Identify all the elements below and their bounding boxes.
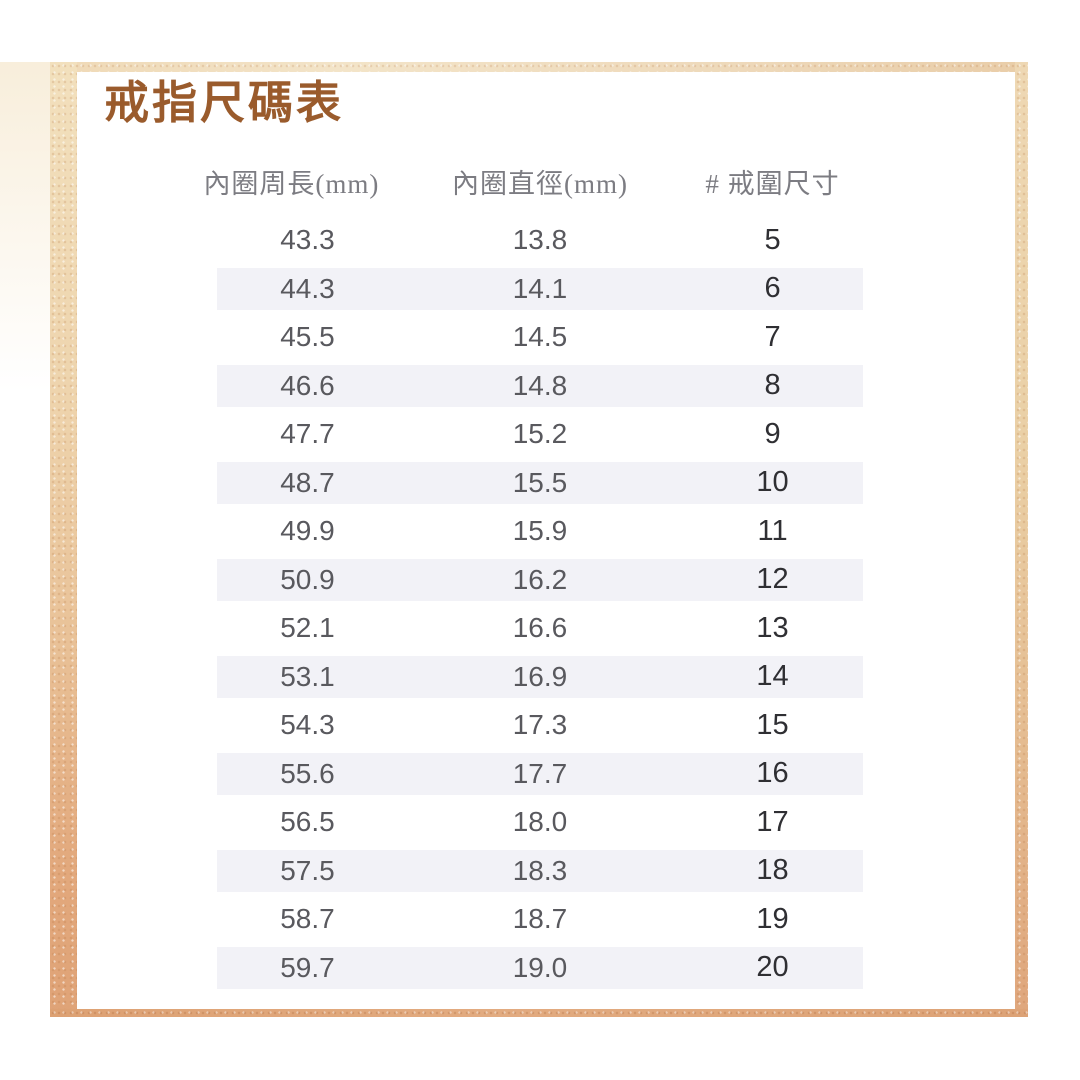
ring-size-table: 43.3 13.8 5 44.3 14.1 6 45.5 14.5 7 46.6 14.8 8 47.7… (217, 216, 863, 992)
size-cell: 11 (757, 514, 788, 547)
table-row: 58.7 18.7 19 (217, 895, 863, 944)
diameter-cell: 15.2 (512, 418, 568, 450)
circumference-cell: 49.9 (280, 515, 335, 547)
diameter-cell: 16.9 (512, 660, 568, 692)
table-row: 50.9 16.2 12 (217, 556, 863, 605)
size-cell: 18 (756, 854, 789, 887)
size-cell: 12 (756, 563, 789, 596)
size-cell: 14 (756, 660, 789, 693)
circumference-cell: 43.3 (280, 224, 335, 256)
diameter-cell: 14.5 (512, 321, 568, 353)
circumference-cell: 48.7 (280, 466, 335, 498)
size-cell: 16 (756, 757, 789, 790)
table-row: 47.7 15.2 9 (217, 410, 863, 459)
page-title: 戒指尺碼表 (104, 78, 345, 128)
gold-frame-bottom (50, 1009, 1028, 1017)
table-row: 46.6 14.8 8 (217, 362, 863, 411)
size-cell: 20 (756, 951, 789, 984)
diameter-cell: 15.5 (512, 466, 568, 498)
size-cell: 7 (764, 320, 781, 353)
diameter-cell: 17.3 (512, 709, 568, 741)
table-row: 54.3 17.3 15 (217, 701, 863, 750)
diameter-cell: 17.7 (512, 757, 568, 789)
table-row: 48.7 15.5 10 (217, 459, 863, 508)
diameter-cell: 16.2 (512, 563, 568, 595)
gold-frame-right (1015, 62, 1028, 1017)
circumference-cell: 58.7 (280, 903, 335, 935)
size-cell: 6 (764, 272, 781, 305)
column-header-circumference: 內圈周長(mm) (203, 168, 380, 199)
diameter-cell: 19.0 (512, 951, 568, 983)
table-header-row: 內圈周長(mm) 內圈直徑(mm) # 戒圍尺寸 (203, 160, 863, 202)
circumference-cell: 47.7 (280, 418, 335, 450)
table-row: 55.6 17.7 16 (217, 750, 863, 799)
diameter-cell: 14.1 (512, 272, 568, 304)
table-row: 57.5 18.3 18 (217, 847, 863, 896)
gold-foil-wash (0, 62, 50, 392)
table-row: 44.3 14.1 6 (217, 265, 863, 314)
diameter-cell: 13.8 (512, 224, 568, 256)
circumference-cell: 45.5 (280, 321, 335, 353)
circumference-cell: 57.5 (280, 854, 335, 886)
diameter-cell: 18.7 (512, 903, 568, 935)
circumference-cell: 52.1 (280, 612, 335, 644)
circumference-cell: 59.7 (280, 951, 335, 983)
circumference-cell: 50.9 (280, 563, 335, 595)
table-row: 45.5 14.5 7 (217, 313, 863, 362)
size-cell: 19 (756, 902, 789, 935)
size-cell: 17 (756, 805, 789, 838)
column-header-ring-size: # 戒圍尺寸 (705, 168, 840, 199)
circumference-cell: 53.1 (280, 660, 335, 692)
circumference-cell: 44.3 (280, 272, 335, 304)
diameter-cell: 18.0 (512, 806, 568, 838)
size-cell: 13 (756, 611, 789, 644)
circumference-cell: 55.6 (280, 757, 335, 789)
circumference-cell: 54.3 (280, 709, 335, 741)
column-header-diameter: 內圈直徑(mm) (451, 168, 628, 199)
table-row: 49.9 15.9 11 (217, 507, 863, 556)
table-row: 43.3 13.8 5 (217, 216, 863, 265)
table-row: 56.5 18.0 17 (217, 798, 863, 847)
gold-frame-left (50, 62, 77, 1017)
circumference-cell: 56.5 (280, 806, 335, 838)
diameter-cell: 16.6 (512, 612, 568, 644)
size-cell: 10 (756, 466, 789, 499)
size-cell: 5 (764, 223, 781, 256)
circumference-cell: 46.6 (280, 369, 335, 401)
table-row: 53.1 16.9 14 (217, 653, 863, 702)
size-cell: 8 (764, 369, 781, 402)
diameter-cell: 18.3 (512, 854, 568, 886)
table-row: 52.1 16.6 13 (217, 604, 863, 653)
table-row: 59.7 19.0 20 (217, 944, 863, 993)
diameter-cell: 15.9 (512, 515, 568, 547)
size-cell: 15 (756, 708, 789, 741)
diameter-cell: 14.8 (512, 369, 568, 401)
gold-frame-top (50, 62, 1028, 72)
size-cell: 9 (764, 417, 781, 450)
